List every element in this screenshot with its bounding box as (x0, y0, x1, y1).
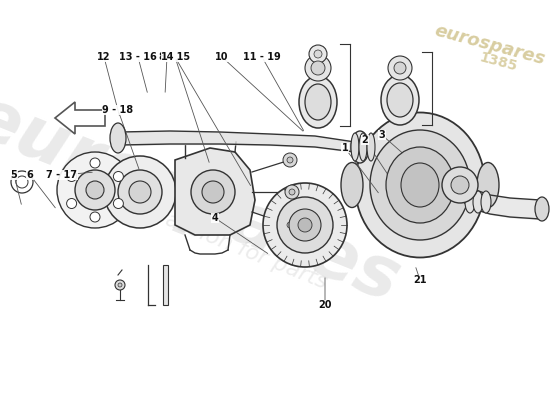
Text: 12: 12 (97, 52, 111, 62)
Text: 8 - 15: 8 - 15 (160, 52, 190, 62)
Text: eurospares: eurospares (0, 82, 410, 318)
Ellipse shape (355, 112, 485, 258)
Circle shape (451, 176, 469, 194)
Ellipse shape (359, 133, 367, 161)
Ellipse shape (387, 83, 413, 117)
Ellipse shape (473, 191, 483, 213)
Circle shape (129, 181, 151, 203)
Text: 21: 21 (413, 275, 427, 285)
Ellipse shape (110, 123, 126, 153)
Ellipse shape (481, 191, 491, 213)
Circle shape (309, 45, 327, 63)
Text: 1385: 1385 (477, 50, 519, 74)
Circle shape (287, 157, 293, 163)
Bar (163, 265, 168, 305)
Circle shape (16, 176, 28, 188)
Circle shape (11, 171, 33, 193)
Text: a passion for parts: a passion for parts (130, 197, 330, 293)
Circle shape (287, 222, 293, 228)
Circle shape (115, 280, 125, 290)
Text: 5: 5 (10, 170, 18, 180)
Text: 1: 1 (342, 143, 348, 153)
Ellipse shape (351, 133, 359, 161)
Circle shape (113, 198, 123, 208)
Circle shape (57, 152, 133, 228)
Circle shape (285, 185, 299, 199)
Ellipse shape (401, 163, 439, 207)
Text: 10: 10 (215, 52, 229, 62)
Text: 6: 6 (26, 170, 34, 180)
Circle shape (113, 172, 123, 182)
Ellipse shape (341, 162, 363, 208)
Circle shape (394, 62, 406, 74)
Ellipse shape (465, 191, 475, 213)
Circle shape (277, 197, 333, 253)
Circle shape (283, 218, 297, 232)
Circle shape (298, 218, 312, 232)
Circle shape (305, 55, 331, 81)
Text: 4: 4 (212, 213, 218, 223)
Circle shape (118, 283, 122, 287)
Ellipse shape (351, 131, 369, 163)
Ellipse shape (370, 130, 470, 240)
Ellipse shape (381, 75, 419, 125)
Ellipse shape (299, 76, 337, 128)
Circle shape (104, 156, 176, 228)
Circle shape (90, 212, 100, 222)
Polygon shape (175, 148, 255, 235)
Text: 9 - 18: 9 - 18 (102, 105, 134, 115)
Ellipse shape (386, 147, 454, 223)
Circle shape (289, 189, 295, 195)
Ellipse shape (305, 84, 331, 120)
Text: 13 - 16: 13 - 16 (119, 52, 157, 62)
Circle shape (283, 153, 297, 167)
Circle shape (202, 181, 224, 203)
Text: 14: 14 (161, 52, 175, 62)
Circle shape (86, 181, 104, 199)
Text: 2: 2 (362, 135, 369, 145)
Text: 3: 3 (378, 130, 386, 140)
Text: eurospares: eurospares (433, 22, 547, 68)
Circle shape (314, 50, 322, 58)
Circle shape (311, 61, 325, 75)
Circle shape (118, 170, 162, 214)
Ellipse shape (477, 162, 499, 208)
Polygon shape (55, 102, 105, 134)
Circle shape (289, 209, 321, 241)
Circle shape (75, 170, 115, 210)
Circle shape (442, 167, 478, 203)
Text: 7 - 17: 7 - 17 (47, 170, 78, 180)
Circle shape (90, 158, 100, 168)
Ellipse shape (535, 197, 549, 221)
Circle shape (388, 56, 412, 80)
Text: 20: 20 (318, 300, 332, 310)
Circle shape (191, 170, 235, 214)
Circle shape (263, 183, 347, 267)
Text: 11 - 19: 11 - 19 (243, 52, 281, 62)
Circle shape (67, 172, 76, 182)
Circle shape (67, 198, 76, 208)
Ellipse shape (367, 133, 375, 161)
